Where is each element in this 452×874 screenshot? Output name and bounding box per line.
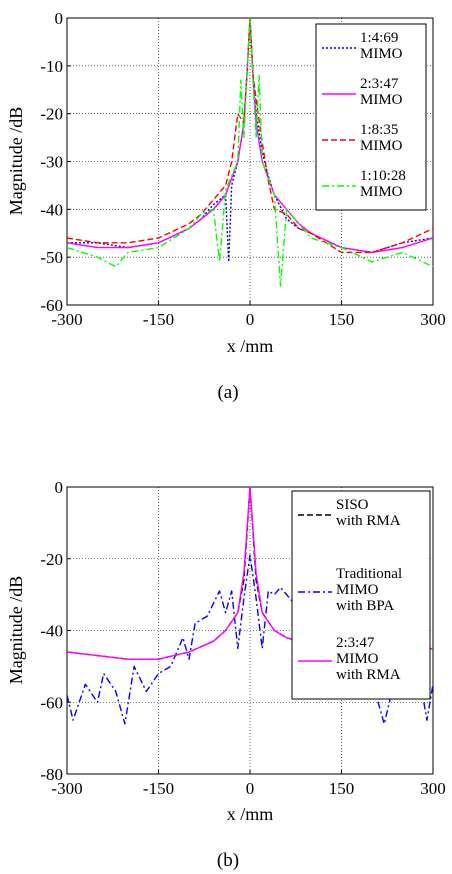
y-tick-label: -40 (40, 200, 63, 219)
y-tick-label: -40 (40, 622, 63, 641)
grid-a (67, 18, 433, 305)
y-tick-label: -30 (40, 153, 63, 172)
y-tick-label: 0 (55, 9, 64, 28)
x-tick-label: -300 (51, 779, 82, 798)
y-tick-label: -60 (40, 296, 63, 315)
legend-label-2: Traditional MIMO with BPA (336, 566, 402, 614)
y-tick-label: -50 (40, 248, 63, 267)
legend-label-3: 1:8:35 MIMO (360, 122, 403, 154)
legend-a: 1:4:69 MIMO 2:3:47 MIMO 1:8:35 MIMO 1:10:28 MIM… (315, 23, 427, 211)
x-tick-label: 300 (420, 310, 446, 329)
x-tick-label: -150 (143, 310, 174, 329)
legend-label-4: 1:10:28 MIMO (360, 168, 406, 200)
legend-label-1: 1:4:69 MIMO (360, 30, 403, 62)
series-lines-a (66, 17, 434, 287)
y-axis-label-b: Magnitude /dB (6, 576, 26, 685)
x-axis-label-b: x /mm (227, 804, 274, 824)
series-line-2 (66, 17, 434, 254)
chart-panel-b: -300 -150 0 150 300 0 -20 -40 -60 -80 x /mm Magni… (6, 478, 446, 871)
y-tick-label: -20 (40, 105, 63, 124)
y-tick-label: -20 (40, 550, 63, 569)
legend-label-2: 2:3:47 MIMO (360, 76, 403, 108)
x-tick-label: 0 (246, 310, 255, 329)
x-tick-label: -300 (51, 310, 82, 329)
x-tick-label: 0 (246, 779, 255, 798)
chart-panel-a: -300 -150 0 150 300 0 -10 -20 -30 -40 -50 -60 x /mm… (6, 9, 446, 403)
x-tick-label: 300 (420, 779, 446, 798)
y-tick-label: 0 (55, 478, 64, 497)
y-axis-label-a: Magnitude /dB (6, 107, 26, 216)
caption-a: (a) (217, 382, 238, 403)
legend-b: SISO with RMA Traditional MIMO with BPA 2:3:4… (291, 490, 431, 700)
x-tick-label: 150 (329, 779, 355, 798)
x-axis-label-a: x /mm (227, 336, 274, 356)
legend-box (315, 23, 427, 211)
legend-box (291, 490, 431, 700)
tick-labels-a: -300 -150 0 150 300 0 -10 -20 -30 -40 -50 -60 (40, 9, 445, 329)
tick-labels-b: -300 -150 0 150 300 0 -20 -40 -60 -80 (40, 478, 445, 798)
y-tick-label: -80 (40, 765, 63, 784)
legend-label-3: 2:3:47 MIMO with RMA (336, 635, 401, 683)
y-tick-label: -60 (40, 693, 63, 712)
x-tick-label: -150 (143, 779, 174, 798)
caption-b: (b) (217, 850, 239, 871)
series-line-3 (66, 17, 434, 254)
y-tick-label: -10 (40, 57, 63, 76)
series-line-4 (66, 17, 434, 287)
legend-label-1: SISO with RMA (336, 497, 401, 529)
x-tick-label: 150 (329, 310, 355, 329)
